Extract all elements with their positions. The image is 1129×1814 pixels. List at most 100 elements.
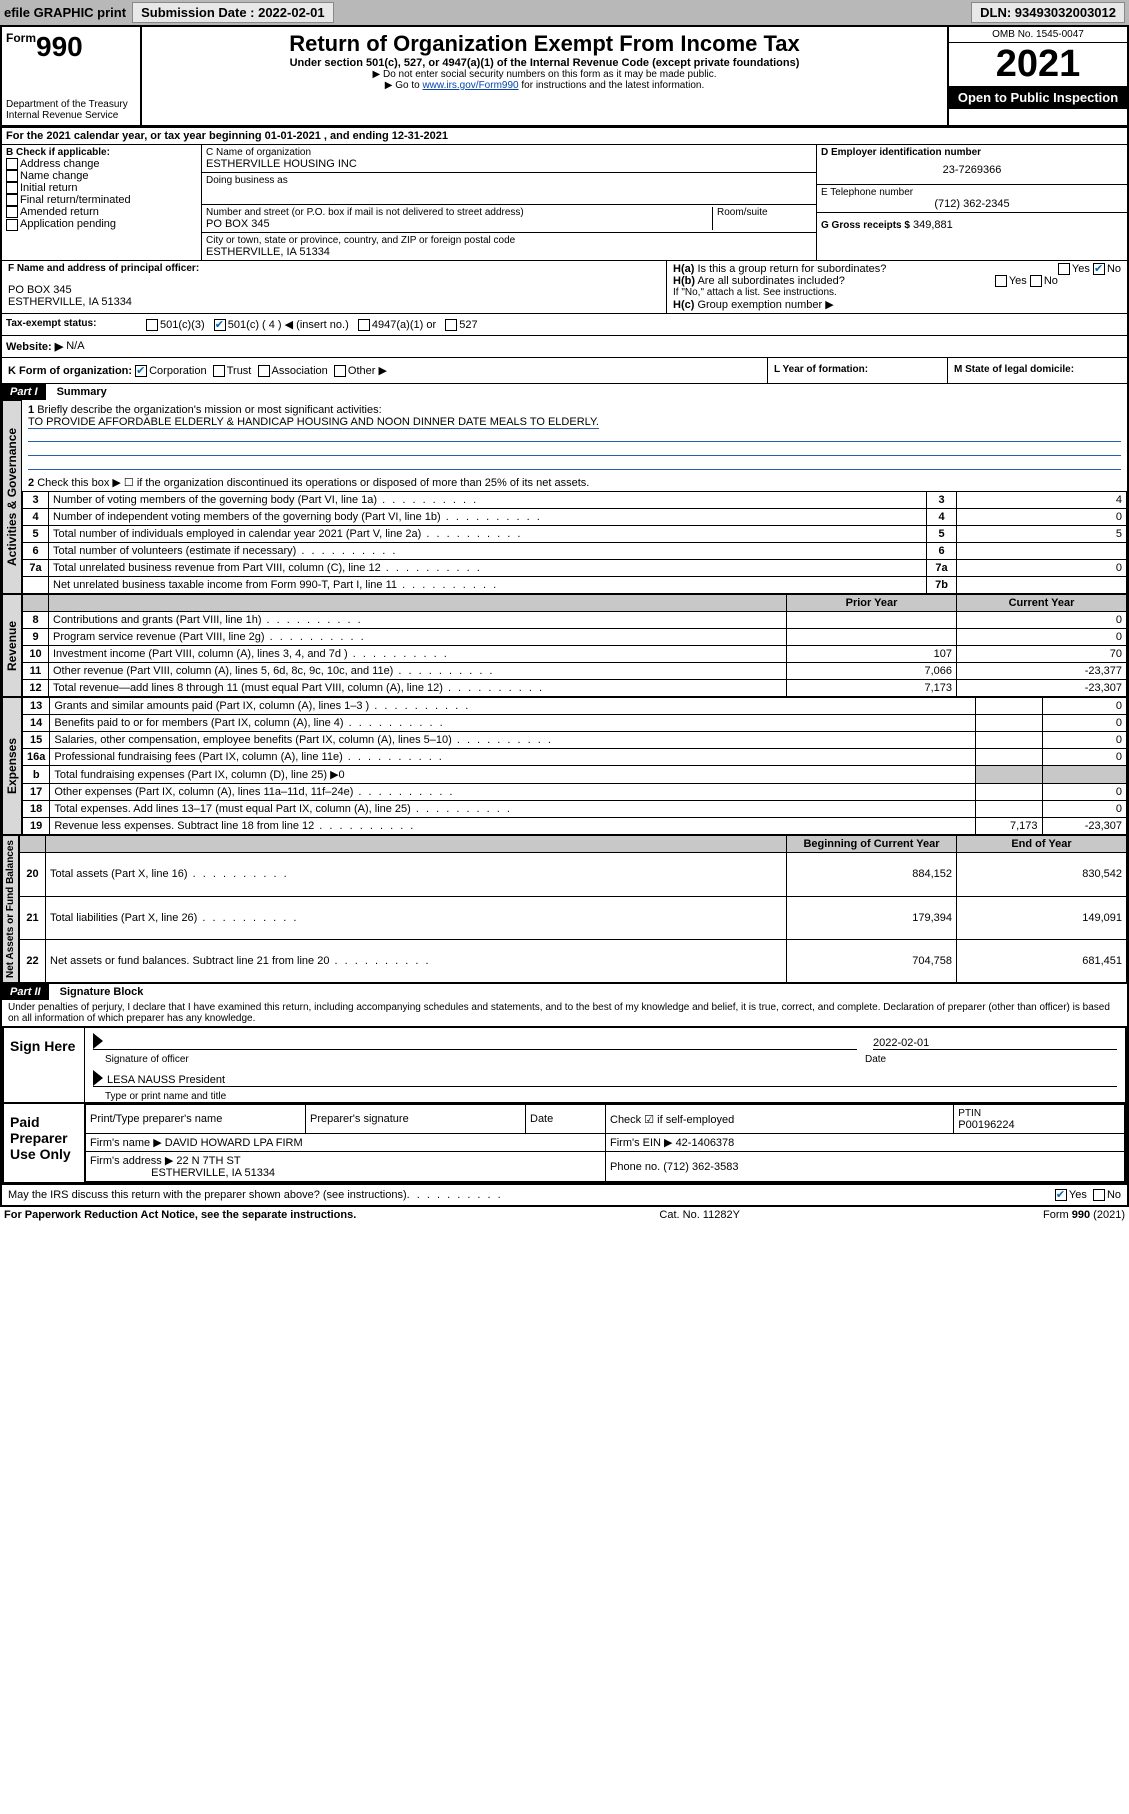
f-h-block: F Name and address of principal officer:…	[2, 260, 1127, 313]
j-label: Website: ▶	[6, 340, 63, 353]
firm-addr2: ESTHERVILLE, IA 51334	[151, 1167, 275, 1179]
vtab-expenses: Expenses	[2, 697, 22, 835]
dln-label: DLN: 93493032003012	[971, 2, 1125, 23]
sig-officer-label: Signature of officer	[105, 1054, 865, 1065]
paid-preparer-label: Paid Preparer Use Only	[4, 1104, 84, 1182]
revenue-table: Prior Year Current Year 8Contributions a…	[22, 594, 1127, 697]
part1-header: Part I Summary	[2, 383, 1127, 400]
sign-here-label: Sign Here	[4, 1028, 84, 1102]
form-sub2: Do not enter social security numbers on …	[150, 69, 939, 80]
b-opt-name[interactable]: Name change	[6, 170, 197, 182]
prep-sig-label: Preparer's signature	[306, 1105, 526, 1134]
i-label: Tax-exempt status:	[2, 314, 142, 335]
c-city: ESTHERVILLE, IA 51334	[206, 246, 812, 258]
form-number: Form990	[6, 31, 136, 63]
preparer-table: Print/Type preparer's name Preparer's si…	[85, 1104, 1125, 1182]
ptin-label: PTIN	[958, 1108, 981, 1119]
b-opt-amended[interactable]: Amended return	[6, 206, 197, 218]
d-label: D Employer identification number	[821, 147, 1123, 158]
vtab-governance: Activities & Governance	[2, 400, 22, 594]
mission: TO PROVIDE AFFORDABLE ELDERLY & HANDICAP…	[28, 416, 599, 429]
h-b: H(b) Are all subordinates included? Yes …	[673, 275, 1121, 287]
officer-meta: Type or print name and title	[105, 1091, 1125, 1102]
paid-preparer-box: Paid Preparer Use Only Print/Type prepar…	[2, 1104, 1127, 1184]
may-irs-label: May the IRS discuss this return with the…	[8, 1189, 407, 1201]
form-sub3: ▶ Go to www.irs.gov/Form990 for instruct…	[150, 80, 939, 91]
f-label: F Name and address of principal officer:	[8, 263, 660, 274]
c-name-label: C Name of organization	[206, 147, 812, 158]
h-b-note: If "No," attach a list. See instructions…	[673, 287, 1121, 298]
firm-name: DAVID HOWARD LPA FIRM	[165, 1137, 303, 1149]
c-room-label: Room/suite	[712, 207, 812, 230]
part1-revenue: Revenue Prior Year Current Year 8Contrib…	[2, 594, 1127, 697]
form-title: Return of Organization Exempt From Incom…	[150, 31, 939, 57]
expenses-table: 13Grants and similar amounts paid (Part …	[22, 697, 1127, 835]
form-frame: Form990 Department of the Treasury Inter…	[0, 25, 1129, 1207]
b-opt-pending[interactable]: Application pending	[6, 218, 197, 230]
part2-declaration: Under penalties of perjury, I declare th…	[2, 1000, 1127, 1026]
date-label: Date	[865, 1054, 1125, 1065]
g-label: G Gross receipts $	[821, 220, 910, 231]
prep-name-label: Print/Type preparer's name	[86, 1105, 306, 1134]
part1-expenses: Expenses 13Grants and similar amounts pa…	[2, 697, 1127, 835]
instructions-link[interactable]: www.irs.gov/Form990	[422, 80, 518, 91]
part1-balances: Net Assets or Fund Balances Beginning of…	[2, 835, 1127, 983]
q1: Briefly describe the organization's miss…	[37, 404, 381, 416]
b-opt-initial[interactable]: Initial return	[6, 182, 197, 194]
sig-arrow-icon	[93, 1033, 103, 1049]
submission-date-button[interactable]: Submission Date : 2022-02-01	[132, 2, 334, 23]
d-ein: 23-7269366	[821, 158, 1123, 182]
irs-label: Internal Revenue Service	[6, 110, 136, 121]
pra-notice: For Paperwork Reduction Act Notice, see …	[4, 1209, 356, 1221]
page-footer: For Paperwork Reduction Act Notice, see …	[0, 1207, 1129, 1223]
j-row: Website: ▶ N/A	[2, 335, 1127, 357]
prep-date-label: Date	[526, 1105, 606, 1134]
line-a: For the 2021 calendar year, or tax year …	[2, 127, 1127, 144]
balances-table: Beginning of Current Year End of Year 20…	[19, 835, 1127, 983]
j-website: N/A	[66, 340, 84, 353]
part1-body: Activities & Governance 1 Briefly descri…	[2, 400, 1127, 594]
firm-addr-label: Firm's address ▶	[90, 1155, 173, 1167]
firm-ein: 42-1406378	[676, 1137, 735, 1149]
efile-topbar: efile GRAPHIC print Submission Date : 20…	[0, 0, 1129, 25]
b-opt-final[interactable]: Final return/terminated	[6, 194, 197, 206]
efile-label: efile GRAPHIC print	[4, 5, 126, 20]
part2-label: Part II	[2, 984, 49, 1000]
gov-table: 3Number of voting members of the governi…	[22, 491, 1127, 594]
check-self-label: Check ☑ if self-employed	[610, 1114, 734, 1126]
k-label: K Form of organization:	[8, 365, 132, 377]
firm-name-label: Firm's name ▶	[90, 1137, 162, 1149]
firm-ein-label: Firm's EIN ▶	[610, 1137, 673, 1149]
c-dba-label: Doing business as	[206, 175, 812, 186]
omb-number: OMB No. 1545-0047	[949, 27, 1127, 43]
form-sub1: Under section 501(c), 527, or 4947(a)(1)…	[150, 57, 939, 69]
c-street: PO BOX 345	[206, 218, 712, 230]
ptin-value: P00196224	[958, 1119, 1014, 1131]
b-opt-address[interactable]: Address change	[6, 158, 197, 170]
part2-header: Part II Signature Block	[2, 983, 1127, 1000]
h-c: H(c) Group exemption number ▶	[673, 298, 1121, 311]
sig-arrow-icon	[93, 1070, 103, 1086]
vtab-balances: Net Assets or Fund Balances	[2, 835, 19, 983]
cat-no: Cat. No. 11282Y	[659, 1209, 740, 1221]
c-city-label: City or town, state or province, country…	[206, 235, 812, 246]
h-a: H(a) Is this a group return for subordin…	[673, 263, 1121, 275]
b-label: B Check if applicable:	[6, 147, 197, 158]
part2-title: Signature Block	[52, 984, 152, 1000]
part1-label: Part I	[2, 384, 46, 400]
sig-date: 2022-02-01	[873, 1037, 929, 1049]
firm-phone-label: Phone no.	[610, 1161, 660, 1173]
tax-year: 2021	[949, 43, 1127, 86]
header-row: Form990 Department of the Treasury Inter…	[2, 27, 1127, 127]
part1-title: Summary	[49, 384, 115, 400]
form-version: Form 990 (2021)	[1043, 1209, 1125, 1221]
dept-label: Department of the Treasury	[6, 99, 136, 110]
i-row: Tax-exempt status: 501(c)(3) 501(c) ( 4 …	[2, 313, 1127, 335]
l-label: L Year of formation:	[767, 358, 947, 383]
sign-here-box: Sign Here Signature of officer 2022-02-0…	[2, 1026, 1127, 1104]
firm-addr1: 22 N 7TH ST	[176, 1155, 240, 1167]
firm-phone: (712) 362-3583	[663, 1161, 738, 1173]
g-receipts: 349,881	[913, 219, 953, 231]
f-line1: PO BOX 345	[8, 284, 660, 296]
vtab-revenue: Revenue	[2, 594, 22, 697]
